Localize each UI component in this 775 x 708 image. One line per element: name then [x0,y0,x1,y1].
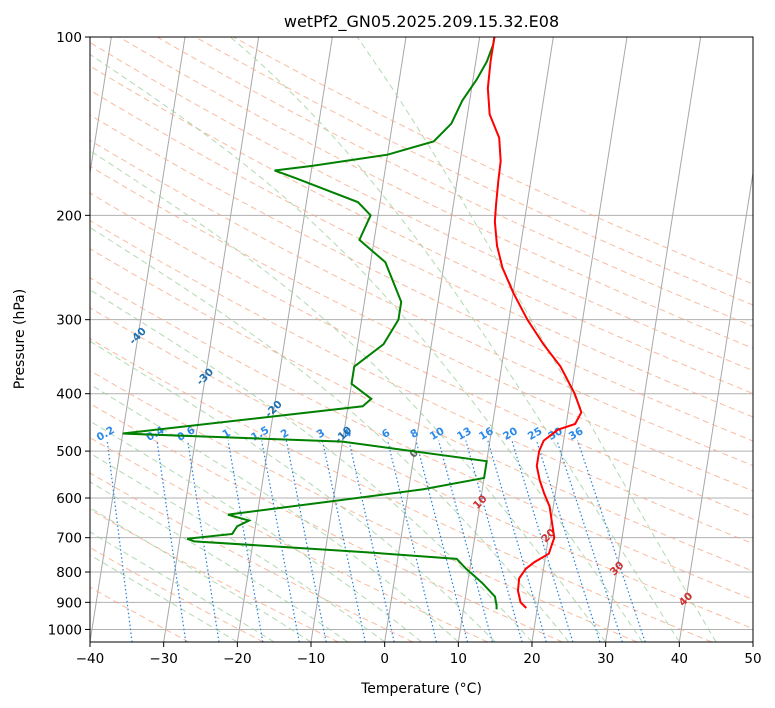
mixing-ratio-line [487,440,547,642]
y-tick-label: 200 [56,208,82,224]
dry-adiabat-line [195,37,753,306]
mixing-ratio-line [556,440,623,642]
dry-adiabat-line [90,139,753,467]
dewpoint-profile-line [122,37,498,610]
y-axis-ticks: 100 200 300 400 500 600 700 800 900 1000 [48,30,90,638]
mixing-ratio-line [348,440,395,642]
mixing-ratio-line [577,440,646,642]
dry-adiabat-line [90,370,638,642]
moist-adiabat-line [90,53,643,642]
x-tick-label: 40 [671,651,688,667]
x-tick-label: −10 [297,651,326,667]
dry-adiabat-line [90,114,753,442]
isotherm-line [236,37,333,642]
isotherm-line [457,37,554,642]
x-tick-label: 20 [523,651,540,667]
moist-adiabat-line [90,554,238,642]
mixing-ratio-line [387,440,438,642]
isotherm-line [384,37,481,642]
dry-adiabat-line [90,547,264,642]
moist-adiabat-line [90,289,533,642]
x-axis-ticks: −40 −30 −20 −10 0 10 20 30 40 50 [76,642,762,667]
x-tick-label: −40 [76,651,105,667]
x-tick-label: 50 [744,651,761,667]
moist-adiabat-line [90,452,385,642]
dry-adiabat-line [90,307,753,630]
mixing-ratio-line [438,440,493,642]
moist-adiabat-line [230,37,680,642]
moist-adiabat-line [90,226,570,642]
y-axis-label: Pressure (hPa) [12,289,28,389]
y-tick-label: 600 [56,491,82,507]
moist-adiabat-line [90,531,275,642]
x-tick-label: 10 [450,651,467,667]
dry-adiabat-line [90,41,753,372]
moist-adiabat-line [90,481,349,642]
isotherm-grid [90,37,753,642]
dry-adiabat-line [90,248,753,572]
mixing-ratio-lines [106,440,646,642]
x-tick-label: −30 [149,651,178,667]
dry-adiabat-line [90,219,753,545]
moist-adiabat-line [90,420,422,642]
y-tick-label: 1000 [48,622,82,638]
moist-adiabat-line [90,340,496,642]
dry-adiabat-line [90,277,753,601]
dry-adiabat-line [90,165,753,492]
isobar-grid [90,37,753,630]
mixing-ratio-line [415,440,469,642]
dry-adiabats [90,37,753,642]
dry-adiabat-line [118,37,753,349]
isotherm-line [678,169,753,642]
x-tick-label: 30 [597,651,614,667]
isotherm-line [163,37,260,642]
y-tick-label: 800 [56,565,82,581]
moist-adiabats [90,37,717,642]
isotherm-line [605,37,702,642]
y-tick-label: 100 [56,30,82,46]
chart-title: wetPf2_GN05.2025.209.15.32.E08 [284,12,559,32]
y-tick-label: 300 [56,313,82,329]
mixing-ratio-line [511,440,574,642]
temperature-profile-line [486,37,583,609]
x-axis-label: Temperature (°C) [360,681,482,697]
moist-adiabat-line [90,383,459,642]
isotherm-line [531,37,628,642]
dry-adiabat-line [90,192,753,518]
y-tick-label: 700 [56,531,82,547]
dry-adiabat-line [233,37,753,285]
moist-adiabat-line [90,150,607,642]
y-tick-label: 500 [56,444,82,460]
mixing-ratio-line [106,440,133,642]
isotherm-line [90,37,186,642]
isotherm-line [90,37,112,177]
dry-adiabat-line [90,403,563,642]
dry-adiabat-line [90,509,339,642]
mixing-ratio-line [465,440,523,642]
x-tick-label: −20 [223,651,252,667]
y-tick-label: 900 [56,595,82,611]
axes-frame [89,36,754,643]
isotherm-line [310,37,407,642]
y-tick-label: 400 [56,387,82,403]
x-tick-label: 0 [380,651,389,667]
